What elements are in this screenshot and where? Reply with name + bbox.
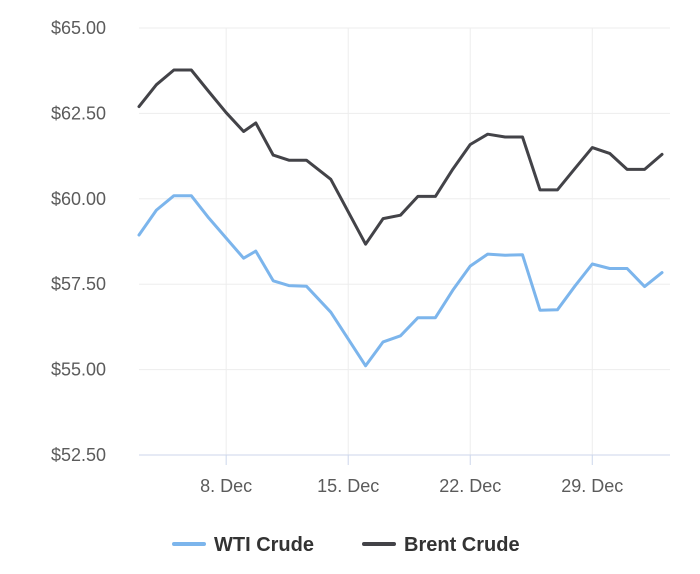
y-axis: $52.50 $55.00 $57.50 $60.00 $62.50 $65.00 xyxy=(51,18,106,465)
data-point xyxy=(573,285,577,288)
data-point xyxy=(486,252,489,256)
grid xyxy=(139,27,670,455)
x-tick-label: 29. Dec xyxy=(561,476,623,496)
data-point xyxy=(556,308,559,312)
data-point xyxy=(434,316,437,319)
data-point xyxy=(381,217,385,220)
x-tick-label: 15. Dec xyxy=(317,476,379,496)
data-point xyxy=(538,188,542,192)
legend-label[interactable]: WTI Crude xyxy=(214,534,314,556)
data-point xyxy=(660,271,664,274)
y-tick-label: $52.50 xyxy=(51,445,106,465)
data-point xyxy=(591,262,594,266)
data-point xyxy=(172,194,176,197)
data-point xyxy=(242,257,245,260)
data-point xyxy=(469,264,472,268)
data-point xyxy=(364,364,367,368)
data-point xyxy=(364,243,367,246)
data-point xyxy=(399,334,402,337)
data-point xyxy=(329,178,332,181)
data-point xyxy=(155,83,158,86)
data-point xyxy=(521,253,524,257)
x-axis: 8. Dec 15. Dec 22. Dec 29. Dec xyxy=(139,454,670,496)
data-point xyxy=(381,340,385,344)
series-line-brent xyxy=(137,68,664,246)
data-point xyxy=(416,195,420,198)
data-point xyxy=(242,130,245,133)
data-point xyxy=(137,233,141,237)
data-point xyxy=(643,168,646,171)
data-point xyxy=(503,135,507,139)
y-tick-label: $65.00 xyxy=(51,18,106,38)
data-point xyxy=(521,135,524,139)
data-point xyxy=(625,168,629,171)
series-line-wti xyxy=(137,194,664,368)
data-point xyxy=(272,279,275,282)
data-point xyxy=(272,153,275,157)
data-point xyxy=(591,146,594,149)
data-point xyxy=(224,236,228,240)
data-point xyxy=(608,267,611,270)
data-point xyxy=(451,289,454,292)
data-point xyxy=(287,158,291,162)
y-tick-label: $60.00 xyxy=(51,189,106,209)
data-point xyxy=(190,68,193,72)
data-point xyxy=(469,143,472,146)
data-point xyxy=(608,152,611,155)
x-tick-label: 22. Dec xyxy=(439,476,501,496)
data-point xyxy=(451,167,454,171)
data-point xyxy=(287,284,291,287)
legend[interactable]: WTI Crude Brent Crude xyxy=(172,534,520,556)
data-point xyxy=(556,188,559,192)
data-point xyxy=(660,153,664,156)
data-point xyxy=(254,249,258,253)
data-point xyxy=(503,253,507,257)
y-tick-label: $62.50 xyxy=(51,103,106,123)
data-point xyxy=(224,111,228,114)
data-point xyxy=(190,194,193,197)
data-point xyxy=(538,308,542,312)
data-point xyxy=(254,121,258,125)
data-point xyxy=(155,208,158,212)
data-point xyxy=(486,133,489,136)
legend-label[interactable]: Brent Crude xyxy=(404,534,520,556)
data-point xyxy=(305,285,308,288)
series-group xyxy=(137,68,664,368)
data-point xyxy=(625,267,629,270)
data-point xyxy=(207,216,210,220)
data-point xyxy=(329,311,332,314)
data-point xyxy=(207,90,210,93)
data-point xyxy=(434,195,437,198)
data-point xyxy=(305,158,308,162)
data-point xyxy=(643,285,646,288)
data-point xyxy=(137,105,141,108)
y-tick-label: $55.00 xyxy=(51,360,106,380)
data-point xyxy=(573,167,577,170)
x-tick-label: 8. Dec xyxy=(200,476,252,496)
data-point xyxy=(172,68,176,72)
data-point xyxy=(399,213,402,217)
data-point xyxy=(416,316,420,319)
y-tick-label: $57.50 xyxy=(51,274,106,294)
